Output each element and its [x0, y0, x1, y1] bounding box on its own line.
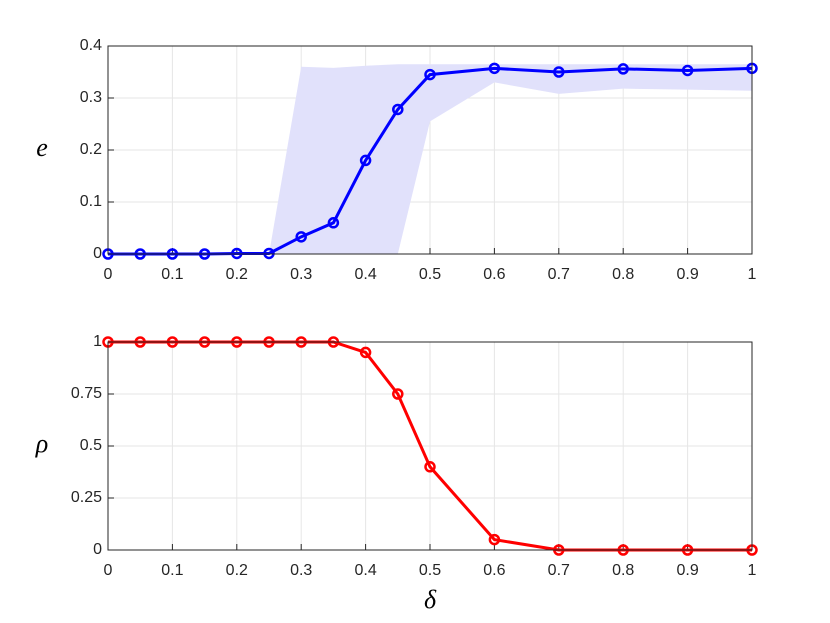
x-tick-label: 0.1 [161, 562, 183, 579]
x-tick-label: 0.3 [290, 562, 312, 579]
data-marker [231, 247, 243, 260]
y-tick-label: 0.25 [71, 489, 102, 506]
y-axis-label: ρ [35, 429, 48, 458]
x-tick-label: 0.5 [419, 562, 441, 579]
y-tick-label: 0 [93, 245, 102, 262]
y-tick-label: 0.75 [71, 385, 102, 402]
data-marker [617, 63, 629, 75]
data-marker [424, 68, 436, 81]
y-tick-label: 0.3 [80, 89, 102, 106]
x-tick-label: 0.6 [483, 266, 505, 283]
x-tick-label: 0.9 [676, 562, 698, 579]
x-tick-label: 0.8 [612, 266, 634, 283]
x-tick-label: 0 [104, 266, 113, 283]
data-marker [488, 62, 501, 75]
data-marker [359, 346, 372, 359]
range-band [108, 64, 752, 254]
x-tick-label: 0.7 [548, 562, 570, 579]
data-marker [392, 103, 404, 116]
x-tick-label: 0.2 [226, 562, 248, 579]
x-tick-label: 0.4 [354, 266, 376, 283]
y-axis-label: e [36, 133, 48, 162]
axes-box [107, 45, 753, 255]
y-tick-label: 0.1 [80, 193, 102, 210]
data-marker [392, 388, 404, 400]
data-marker [359, 154, 372, 167]
x-tick-label: 0.6 [483, 562, 505, 579]
data-marker [488, 533, 501, 546]
x-tick-label: 0.7 [548, 266, 570, 283]
data-marker [553, 66, 565, 78]
data-marker [327, 217, 340, 229]
y-tick-label: 1 [93, 333, 102, 350]
y-tick-label: 0 [93, 541, 102, 558]
x-tick-label: 0 [104, 562, 113, 579]
x-tick-label: 0.3 [290, 266, 312, 283]
x-tick-label: 1 [748, 266, 757, 283]
x-tick-label: 0.8 [612, 562, 634, 579]
x-tick-label: 0.2 [226, 266, 248, 283]
data-marker [295, 231, 307, 243]
x-tick-label: 0.9 [676, 266, 698, 283]
y-tick-label: 0.4 [80, 37, 102, 54]
axes-box [107, 341, 753, 551]
data-marker [681, 64, 694, 77]
x-tick-label: 0.5 [419, 266, 441, 283]
data-marker [263, 247, 275, 260]
x-tick-label: 0.1 [161, 266, 183, 283]
x-tick-label: 1 [748, 562, 757, 579]
y-tick-label: 0.5 [80, 437, 102, 454]
x-tick-label: 0.4 [354, 562, 376, 579]
data-marker [424, 461, 436, 473]
x-axis-label: δ [424, 585, 437, 614]
y-tick-label: 0.2 [80, 141, 102, 158]
